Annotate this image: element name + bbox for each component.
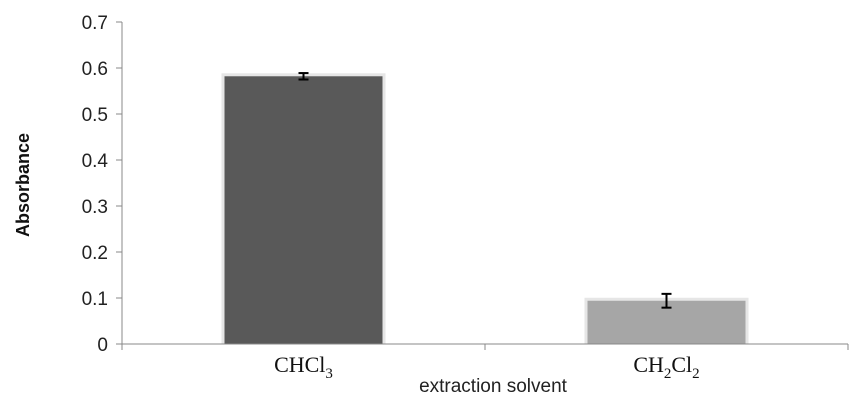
y-tick-label: 0.1: [82, 289, 108, 310]
error-bar: [661, 292, 672, 309]
y-tick-label: 0.3: [82, 197, 108, 218]
y-tick-label: 0.7: [82, 13, 108, 34]
bar-chcl3: [224, 76, 383, 344]
x-category-label: CH2Cl2: [633, 352, 699, 382]
x-axis-ticks: [121, 344, 849, 350]
error-bars: [298, 72, 672, 309]
x-category-label: CHCl3: [274, 352, 333, 382]
bars: [221, 73, 749, 344]
y-axis-title: Absorbance: [13, 133, 33, 237]
x-category-labels: CHCl3 CH2Cl2: [274, 352, 700, 382]
y-tick-label: 0: [97, 335, 108, 356]
y-axis-ticks: 0 0.1 0.2 0.3 0.4 0.5 0.6 0.7: [82, 13, 122, 356]
y-tick-label: 0.5: [82, 105, 108, 126]
y-tick-label: 0.4: [82, 151, 109, 172]
y-tick-label: 0.2: [82, 243, 108, 264]
y-tick-label: 0.6: [82, 59, 108, 80]
x-axis-title: extraction solvent: [419, 376, 568, 396]
error-bar: [298, 72, 309, 81]
